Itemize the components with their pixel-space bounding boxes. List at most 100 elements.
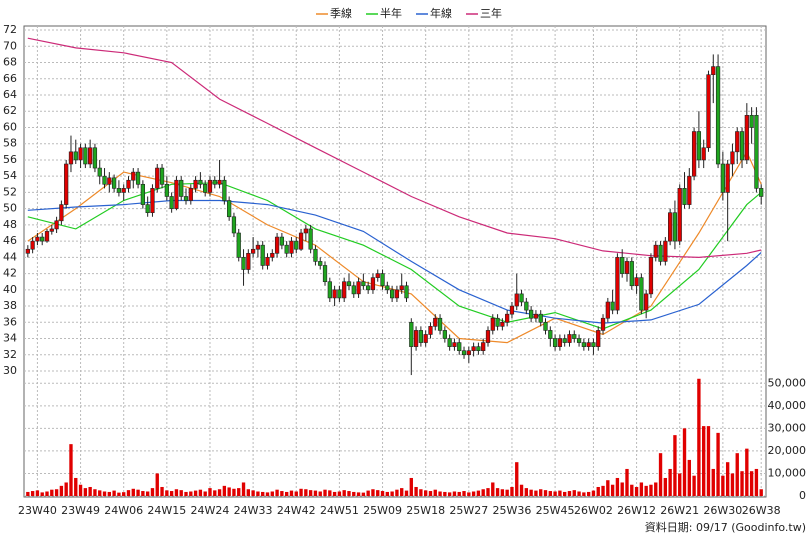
candle-body bbox=[615, 257, 620, 311]
volume-bar bbox=[251, 490, 255, 496]
volume-bar bbox=[678, 473, 682, 496]
candle-body bbox=[356, 281, 361, 295]
candle-body bbox=[481, 342, 486, 352]
candle-body bbox=[73, 151, 78, 161]
x-tick-label: 25W27 bbox=[449, 504, 488, 517]
volume-bar bbox=[376, 490, 380, 496]
volume-bar bbox=[735, 453, 739, 496]
candle-body bbox=[370, 277, 376, 291]
volume-bar bbox=[280, 491, 284, 496]
volume-bar bbox=[107, 491, 111, 496]
candle-body bbox=[145, 204, 150, 214]
volume-tick-label: 50,000 bbox=[768, 376, 807, 389]
volume-bar bbox=[352, 491, 356, 496]
candle-body bbox=[759, 188, 764, 197]
volume-bar bbox=[725, 462, 730, 496]
candle-body bbox=[490, 317, 495, 331]
candle-body bbox=[423, 334, 428, 343]
volume-bar bbox=[241, 482, 246, 496]
volume-bar bbox=[433, 489, 437, 496]
candle-body bbox=[155, 167, 160, 189]
candle-body bbox=[620, 257, 625, 274]
volume-bar bbox=[126, 490, 131, 496]
x-tick-label: 24W42 bbox=[277, 504, 316, 517]
y-tick-label: 52 bbox=[3, 185, 17, 198]
candle-body bbox=[179, 179, 184, 197]
candle-body bbox=[457, 342, 462, 352]
volume-bar bbox=[265, 492, 270, 496]
y-tick-label: 46 bbox=[3, 234, 17, 247]
volume-bar bbox=[237, 488, 241, 496]
volume-bar bbox=[524, 488, 529, 496]
volume-bar bbox=[304, 489, 308, 496]
x-tick-label: 25W45 bbox=[536, 504, 575, 517]
volume-bar bbox=[380, 491, 385, 496]
candle-body bbox=[629, 261, 634, 287]
volume-bar bbox=[452, 491, 457, 496]
candle-body bbox=[471, 346, 476, 352]
candle-body bbox=[509, 305, 515, 315]
volume-bar bbox=[165, 490, 169, 496]
candle-body bbox=[313, 248, 318, 262]
candle-body bbox=[744, 114, 749, 161]
volume-bar bbox=[337, 491, 342, 496]
candle-body bbox=[351, 285, 356, 295]
candle-body bbox=[653, 244, 658, 258]
volume-bar bbox=[246, 489, 251, 496]
candle-body bbox=[725, 163, 730, 193]
volume-bar bbox=[572, 490, 576, 496]
candle-body bbox=[375, 273, 380, 278]
candle-body bbox=[706, 74, 711, 149]
volume-bar bbox=[419, 489, 423, 496]
candle-body bbox=[250, 248, 256, 254]
candle-body bbox=[639, 277, 644, 311]
candles bbox=[25, 54, 764, 376]
candle-body bbox=[83, 147, 88, 165]
volume-bar bbox=[443, 491, 447, 496]
y-tick-label: 30 bbox=[3, 364, 17, 377]
ma-line bbox=[27, 182, 762, 330]
candle-body bbox=[495, 317, 500, 327]
candle-body bbox=[236, 232, 241, 258]
volume-bar bbox=[35, 490, 40, 496]
candle-body bbox=[413, 330, 419, 347]
candle-body bbox=[385, 285, 390, 291]
candle-body bbox=[294, 240, 299, 250]
volume-bar bbox=[40, 492, 44, 496]
candle-body bbox=[40, 236, 45, 242]
candle-body bbox=[624, 261, 630, 274]
volume-bar bbox=[328, 490, 332, 496]
volume-bar bbox=[515, 462, 519, 496]
volume-bar bbox=[227, 487, 231, 496]
volume-bar bbox=[203, 491, 207, 496]
candle-body bbox=[648, 257, 654, 295]
volume-panel bbox=[26, 378, 763, 496]
volume-bar bbox=[630, 484, 634, 496]
candle-body bbox=[212, 179, 217, 185]
volume-bar bbox=[45, 491, 49, 496]
candle-body bbox=[505, 313, 510, 323]
legend-label: 季線 bbox=[330, 6, 352, 20]
candle-body bbox=[552, 338, 558, 347]
volume-bar bbox=[332, 491, 337, 496]
candle-body bbox=[35, 236, 40, 242]
x-tick-label: 24W24 bbox=[191, 504, 230, 517]
candle-body bbox=[102, 175, 107, 185]
volume-bar bbox=[625, 468, 629, 496]
candle-body bbox=[121, 188, 126, 193]
volume-bar bbox=[447, 492, 452, 496]
x-tick-label: 25W36 bbox=[493, 504, 532, 517]
volume-bar bbox=[169, 491, 174, 496]
volume-bar bbox=[721, 475, 725, 496]
candle-body bbox=[543, 321, 548, 331]
volume-bar bbox=[112, 490, 116, 496]
volume-bar bbox=[591, 490, 596, 496]
volume-bar bbox=[385, 491, 390, 496]
volume-bar bbox=[615, 477, 620, 496]
volume-bar bbox=[663, 477, 668, 496]
volume-tick-label: 0 bbox=[799, 489, 806, 502]
volume-bar bbox=[26, 491, 30, 496]
candle-body bbox=[159, 167, 165, 185]
volume-bar bbox=[639, 482, 644, 496]
volume-bar bbox=[711, 468, 715, 496]
